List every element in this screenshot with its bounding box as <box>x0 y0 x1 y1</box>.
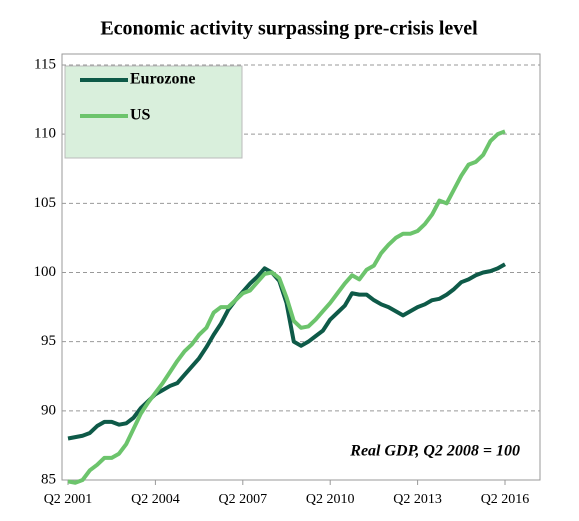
x-tick-label: Q2 2001 <box>44 492 93 507</box>
x-tick-label: Q2 2007 <box>218 492 267 507</box>
y-tick-label: 110 <box>34 126 56 142</box>
legend-label: US <box>130 107 151 124</box>
y-tick-label: 115 <box>34 56 56 72</box>
y-tick-label: 90 <box>41 402 56 418</box>
y-tick-label: 85 <box>41 471 56 487</box>
y-tick-label: 100 <box>34 264 57 280</box>
legend-label: Eurozone <box>130 71 195 88</box>
y-tick-label: 105 <box>34 195 57 211</box>
x-tick-label: Q2 2010 <box>306 492 355 507</box>
annotation: Real GDP, Q2 2008 = 100 <box>349 443 520 460</box>
x-tick-label: Q2 2004 <box>131 492 180 507</box>
plot-frame <box>61 53 541 481</box>
chart-title: Economic activity surpassing pre-crisis … <box>100 18 478 40</box>
y-tick-label: 95 <box>41 333 56 349</box>
series-line <box>67 129 506 485</box>
x-tick-label: Q2 2013 <box>393 492 442 507</box>
x-tick-label: Q2 2016 <box>481 492 530 507</box>
series-line <box>67 262 506 441</box>
